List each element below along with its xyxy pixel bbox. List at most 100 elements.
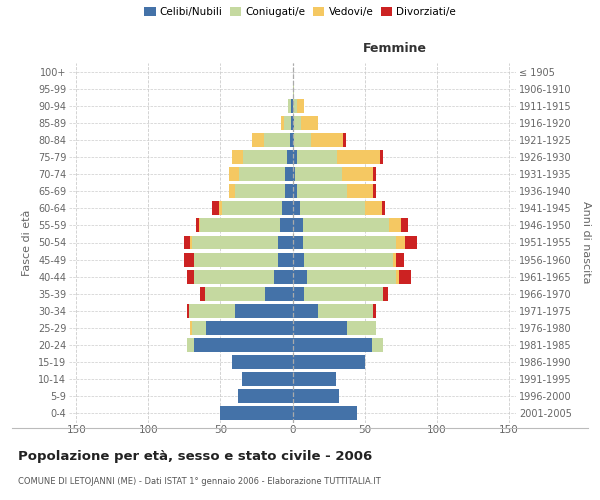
Bar <box>222 202 283 215</box>
Bar <box>373 184 376 198</box>
Bar <box>293 304 319 318</box>
Bar <box>196 218 199 232</box>
Bar <box>235 304 293 318</box>
Bar <box>293 321 347 335</box>
Bar <box>200 286 205 300</box>
Bar <box>232 355 293 369</box>
Bar <box>297 184 347 198</box>
Bar <box>205 286 265 300</box>
Legend: Celibi/Nubili, Coniugati/e, Vedovi/e, Divorziati/e: Celibi/Nubili, Coniugati/e, Vedovi/e, Di… <box>142 5 458 20</box>
Bar <box>184 252 194 266</box>
Bar <box>297 99 304 113</box>
Text: COMUNE DI LETOJANNI (ME) - Dati ISTAT 1° gennaio 2006 - Elaborazione TUTTITALIA.: COMUNE DI LETOJANNI (ME) - Dati ISTAT 1°… <box>18 478 381 486</box>
Bar <box>263 133 290 147</box>
Bar <box>265 286 293 300</box>
Bar <box>343 133 346 147</box>
Text: Popolazione per età, sesso e stato civile - 2006: Popolazione per età, sesso e stato civil… <box>18 450 372 463</box>
Bar <box>295 168 341 181</box>
Bar <box>278 252 293 266</box>
Bar <box>281 116 284 130</box>
Bar <box>383 286 388 300</box>
Bar <box>291 99 293 113</box>
Bar <box>293 286 304 300</box>
Bar <box>365 202 382 215</box>
Bar <box>341 168 373 181</box>
Bar <box>187 304 188 318</box>
Bar <box>206 321 293 335</box>
Bar <box>187 270 194 283</box>
Bar <box>274 270 293 283</box>
Bar <box>188 304 235 318</box>
Bar <box>284 116 291 130</box>
Bar <box>293 372 336 386</box>
Bar <box>229 168 239 181</box>
Bar <box>380 150 383 164</box>
Bar <box>372 338 383 352</box>
Text: Femmine: Femmine <box>364 42 427 56</box>
Bar <box>304 286 383 300</box>
Bar <box>238 389 293 403</box>
Bar <box>293 202 300 215</box>
Bar <box>373 168 376 181</box>
Bar <box>293 184 297 198</box>
Bar <box>304 252 394 266</box>
Bar <box>294 116 301 130</box>
Bar <box>287 150 293 164</box>
Y-axis label: Anni di nascita: Anni di nascita <box>581 201 591 284</box>
Bar <box>200 218 280 232</box>
Bar <box>405 236 416 250</box>
Bar <box>199 218 200 232</box>
Bar <box>194 252 278 266</box>
Y-axis label: Fasce di età: Fasce di età <box>22 210 32 276</box>
Bar <box>194 270 274 283</box>
Bar <box>283 202 293 215</box>
Bar <box>389 218 401 232</box>
Bar <box>285 184 293 198</box>
Bar <box>337 150 380 164</box>
Bar <box>302 236 397 250</box>
Bar <box>401 218 408 232</box>
Bar <box>252 133 263 147</box>
Bar <box>293 82 294 96</box>
Bar <box>347 321 376 335</box>
Bar <box>293 270 307 283</box>
Bar <box>293 236 302 250</box>
Bar <box>242 372 293 386</box>
Bar <box>294 133 311 147</box>
Bar <box>280 218 293 232</box>
Bar <box>190 321 191 335</box>
Bar <box>184 236 190 250</box>
Bar <box>399 270 411 283</box>
Bar <box>397 270 399 283</box>
Bar <box>347 184 373 198</box>
Bar <box>382 202 385 215</box>
Bar <box>300 202 365 215</box>
Bar <box>293 133 294 147</box>
Bar <box>311 133 343 147</box>
Bar <box>239 168 285 181</box>
Bar <box>297 150 337 164</box>
Bar <box>293 218 302 232</box>
Bar <box>229 184 235 198</box>
Bar <box>397 252 404 266</box>
Bar <box>220 406 293 420</box>
Bar <box>373 304 376 318</box>
Bar <box>244 150 287 164</box>
Bar <box>293 338 372 352</box>
Bar <box>307 270 397 283</box>
Bar <box>394 252 397 266</box>
Bar <box>293 389 338 403</box>
Bar <box>293 116 294 130</box>
Bar <box>187 338 194 352</box>
Bar <box>293 99 297 113</box>
Bar <box>235 184 285 198</box>
Bar <box>397 236 405 250</box>
Bar <box>293 406 358 420</box>
Bar <box>190 236 191 250</box>
Bar <box>232 150 244 164</box>
Bar <box>319 304 373 318</box>
Bar <box>285 168 293 181</box>
Bar <box>291 116 293 130</box>
Bar <box>290 133 293 147</box>
Bar <box>293 355 365 369</box>
